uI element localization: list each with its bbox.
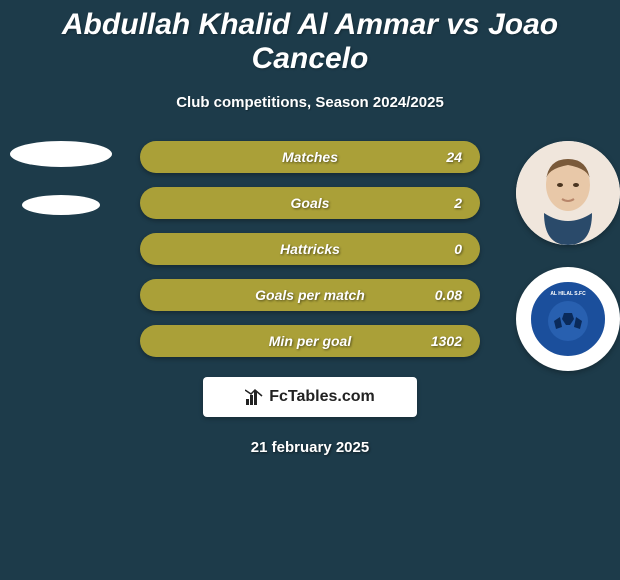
svg-text:AL HILAL S.FC: AL HILAL S.FC <box>550 291 586 297</box>
stat-bars: Matches 24 Goals 2 Hattricks 0 Goals per… <box>140 141 480 371</box>
attribution-badge[interactable]: FcTables.com <box>203 377 417 417</box>
oval-2 <box>22 195 100 215</box>
stat-value: 1302 <box>431 333 462 349</box>
left-placeholder-ovals <box>10 141 112 215</box>
subtitle: Club competitions, Season 2024/2025 <box>0 94 620 111</box>
stat-bar-matches: Matches 24 <box>140 141 480 173</box>
stat-bar-goals: Goals 2 <box>140 187 480 219</box>
page-title: Abdullah Khalid Al Ammar vs Joao Cancelo <box>0 0 620 76</box>
stat-label: Min per goal <box>269 333 351 349</box>
stat-label: Hattricks <box>280 241 340 257</box>
player-face-icon <box>516 141 620 245</box>
oval-1 <box>10 141 112 167</box>
club-logo-inner: AL HILAL S.FC <box>528 279 608 359</box>
stat-bar-mpg: Min per goal 1302 <box>140 325 480 357</box>
stat-label: Goals <box>291 195 330 211</box>
comparison-card: Abdullah Khalid Al Ammar vs Joao Cancelo… <box>0 0 620 580</box>
club-logo: AL HILAL S.FC <box>516 267 620 371</box>
stat-value: 2 <box>454 195 462 211</box>
stat-label: Matches <box>282 149 338 165</box>
stat-value: 0.08 <box>435 287 462 303</box>
attribution-text: FcTables.com <box>269 388 375 406</box>
right-avatars: AL HILAL S.FC <box>516 141 620 371</box>
date-label: 21 february 2025 <box>0 439 620 456</box>
player-avatar <box>516 141 620 245</box>
stat-value: 24 <box>446 149 462 165</box>
club-badge-icon: AL HILAL S.FC <box>528 279 608 359</box>
stats-area: Matches 24 Goals 2 Hattricks 0 Goals per… <box>0 141 620 371</box>
stat-value: 0 <box>454 241 462 257</box>
stat-label: Goals per match <box>255 287 365 303</box>
stat-bar-gpm: Goals per match 0.08 <box>140 279 480 311</box>
bar-chart-icon <box>245 388 263 406</box>
stat-bar-hattricks: Hattricks 0 <box>140 233 480 265</box>
